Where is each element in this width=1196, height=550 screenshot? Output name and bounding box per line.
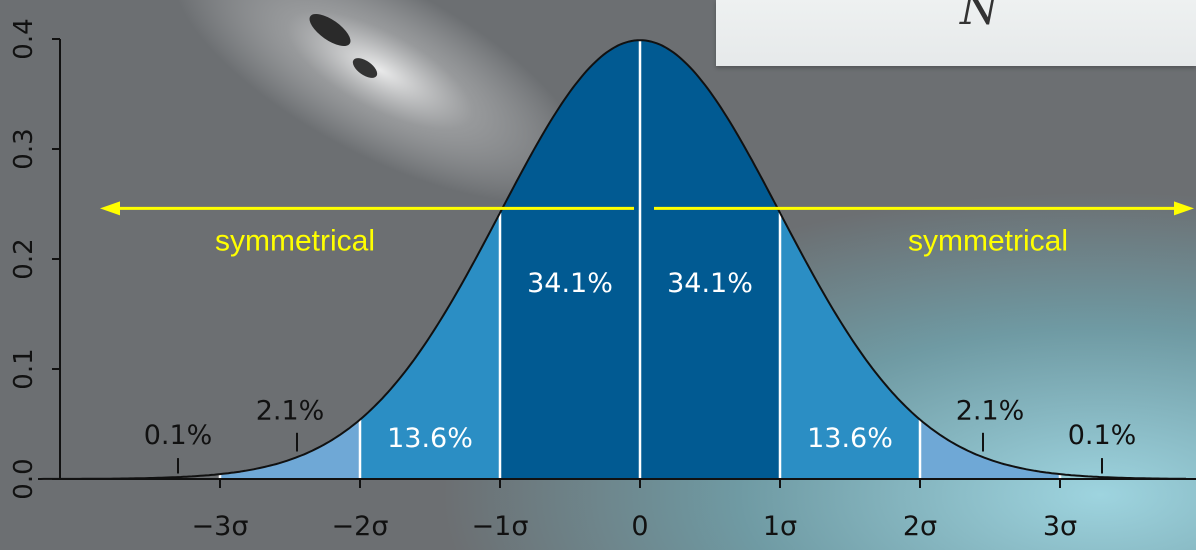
tail-label-right: 0.1%	[1068, 420, 1137, 451]
x-tick-label-6: 3σ	[1043, 511, 1077, 542]
region-5	[920, 419, 1060, 479]
region-label-0: 2.1%	[256, 396, 325, 427]
symmetry-label-left: symmetrical	[215, 224, 375, 257]
y-tick-label-1: 0.1	[9, 348, 39, 389]
region-label-4: 13.6%	[807, 423, 893, 454]
density-curve	[38, 39, 1186, 480]
y-tick-label-3: 0.3	[9, 128, 39, 169]
region-label-3: 34.1%	[667, 268, 753, 299]
region-3	[640, 40, 780, 479]
region-0	[220, 419, 360, 479]
x-tick-label-1: −2σ	[332, 511, 389, 542]
symmetry-arrowhead-right	[1174, 201, 1194, 216]
x-tick-label-3: 0	[631, 511, 648, 542]
x-tick-label-0: −3σ	[192, 511, 249, 542]
region-label-5: 2.1%	[956, 396, 1025, 427]
y-tick-label-0: 0.0	[9, 458, 39, 499]
region-label-1: 13.6%	[387, 423, 473, 454]
region-label-2: 34.1%	[527, 268, 613, 299]
y-tick-label-2: 0.2	[9, 238, 39, 279]
tail-label-left: 0.1%	[144, 420, 213, 451]
symmetry-arrowhead-left	[100, 201, 120, 216]
formula-inset	[716, 0, 1196, 66]
x-tick-label-5: 2σ	[903, 511, 937, 542]
symmetry-label-right: symmetrical	[908, 224, 1068, 257]
x-tick-label-2: −1σ	[472, 511, 529, 542]
x-tick-label-4: 1σ	[763, 511, 797, 542]
region-2	[500, 40, 640, 479]
formula-symbol: N	[960, 0, 999, 35]
y-tick-label-4: 0.4	[9, 18, 39, 59]
